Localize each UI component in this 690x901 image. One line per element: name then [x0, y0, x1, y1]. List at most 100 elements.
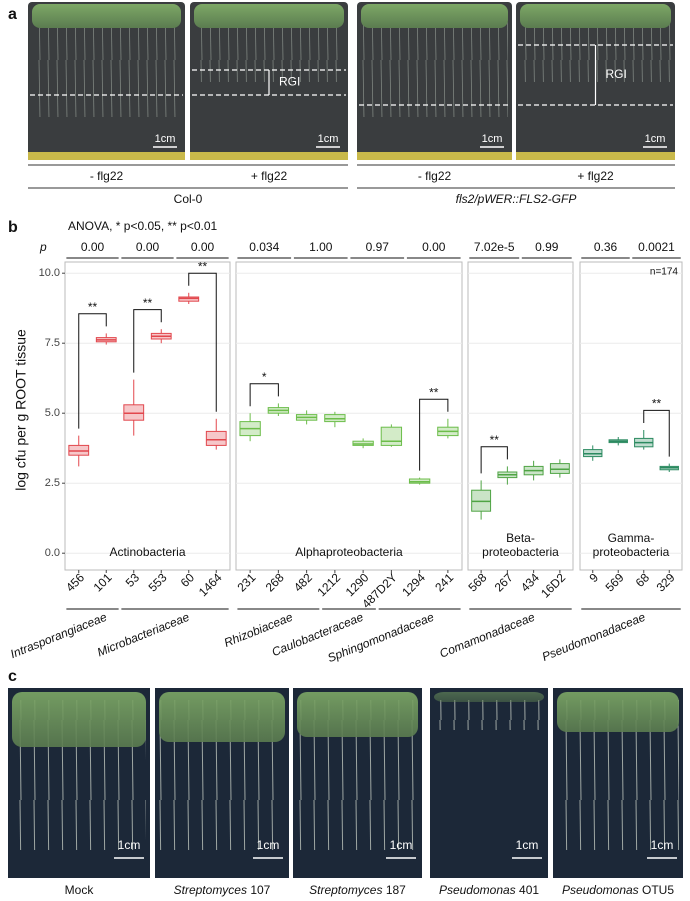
significance-label: ** [490, 433, 500, 447]
scale-label: 1cm [482, 133, 503, 145]
x-tick-label: 68 [633, 570, 653, 590]
panel-label: a [8, 6, 17, 23]
p-label: p [39, 240, 47, 254]
plate-edge [516, 152, 675, 160]
caption-genus: Pseudomonas [562, 883, 639, 897]
p-value: 0.36 [594, 240, 618, 254]
facet-label: proteobacteria [482, 545, 559, 559]
p-value: 0.00 [136, 240, 160, 254]
x-tick-label: 482 [291, 570, 315, 594]
facet-label: Alphaproteobacteria [295, 545, 403, 559]
facet-frame [235, 261, 463, 571]
caption: Streptomyces 107 [174, 883, 271, 897]
significance-label: ** [88, 300, 98, 314]
p-value: 7.02e-5 [474, 240, 515, 254]
x-tick-label: 569 [603, 570, 627, 594]
x-tick-label: 53 [123, 570, 143, 590]
roots [361, 22, 508, 117]
leaves [32, 4, 181, 28]
facet-label: Actinobacteria [109, 545, 185, 559]
leaves [297, 692, 418, 737]
x-tick-label: 1294 [399, 570, 428, 599]
p-value: 1.00 [309, 240, 333, 254]
caption-strain: Mock [65, 883, 95, 897]
leaves [520, 4, 671, 28]
p-value: 0.00 [191, 240, 215, 254]
panel-label: b [8, 219, 18, 236]
scale-label: 1cm [651, 838, 674, 852]
panel-a: 1cm - flg22 RGI 1cm + flg22 1cm - flg22 RGI 1cm +… [28, 2, 675, 206]
treatment-label: + flg22 [577, 169, 614, 183]
treatment-label: - flg22 [418, 169, 452, 183]
facet-frame [467, 261, 574, 571]
treatment-label: + flg22 [251, 169, 288, 183]
x-tick-label: 568 [465, 570, 489, 594]
y-tick-label: 10.0 [39, 267, 60, 279]
caption: Pseudomonas OTU5 [562, 883, 674, 897]
facet-label: Gamma- [608, 531, 655, 545]
significance-label: ** [198, 259, 208, 273]
leaves [159, 692, 285, 742]
p-value: 0.97 [366, 240, 390, 254]
x-tick-label: 60 [178, 570, 198, 590]
x-tick-label: 9 [586, 570, 601, 585]
genotype-label: Col-0 [174, 192, 203, 206]
y-axis-label: log cfu per g ROOT tissue [13, 329, 29, 491]
sample-size: n=174 [650, 267, 679, 278]
scale-label: 1cm [118, 838, 141, 852]
p-value: 0.0021 [638, 240, 675, 254]
box [205, 430, 227, 446]
caption-strain: 187 [386, 883, 406, 897]
caption-genus: Pseudomonas [439, 883, 516, 897]
caption: Streptomyces 187 [309, 883, 406, 897]
significance-bracket [133, 309, 162, 373]
x-tick-label: 268 [263, 570, 287, 594]
significance-label: * [262, 370, 267, 384]
caption-strain: OTU5 [642, 883, 674, 897]
scale-label: 1cm [257, 838, 280, 852]
significance-label: ** [143, 296, 153, 310]
scale-label: 1cm [155, 133, 176, 145]
x-tick-label: 1464 [196, 570, 225, 599]
leaves [557, 692, 679, 732]
caption-genus: Streptomyces [309, 883, 382, 897]
x-tick-label: 1212 [314, 570, 343, 599]
facet-frame [579, 261, 683, 571]
significance-bracket [643, 409, 670, 457]
panel-c: 1cm Mock 1cm Streptomyces 107 1cm Streptomyce… [8, 688, 683, 897]
box [380, 426, 403, 446]
scale-label: 1cm [645, 133, 666, 145]
caption: Pseudomonas 401 [439, 883, 539, 897]
rgi-label: RGI [279, 75, 300, 89]
plate-edge [190, 152, 348, 160]
x-tick-label: 329 [654, 570, 678, 594]
p-value: 0.99 [535, 240, 559, 254]
caption-strain: 401 [519, 883, 539, 897]
leaves [12, 692, 146, 747]
roots [434, 700, 544, 730]
significance-bracket [480, 446, 508, 474]
x-tick-label: 553 [146, 570, 170, 594]
significance-label: ** [429, 385, 439, 399]
family-label: Microbacteriaceae [95, 610, 191, 660]
x-tick-label: 241 [432, 570, 456, 594]
x-tick-label: 267 [492, 570, 516, 594]
y-tick-label: 7.5 [45, 337, 60, 349]
significance-bracket [419, 398, 449, 471]
facet-label: Beta- [506, 531, 535, 545]
plate-edge [28, 152, 185, 160]
x-tick-label: 231 [234, 570, 258, 594]
p-value: 0.034 [249, 240, 279, 254]
facet-label: proteobacteria [593, 545, 670, 559]
significance-bracket [249, 383, 279, 407]
caption: Mock [65, 883, 95, 897]
panel-label: c [8, 668, 17, 685]
y-tick-label: 2.5 [45, 477, 60, 489]
y-tick-label: 0.0 [45, 547, 60, 559]
leaves [434, 692, 544, 702]
x-tick-label: 101 [91, 570, 115, 594]
family-label: Comamonadaceae [438, 610, 538, 661]
x-tick-label: 16D2 [538, 570, 568, 600]
family-label: Pseudomonadaceae [540, 610, 648, 664]
